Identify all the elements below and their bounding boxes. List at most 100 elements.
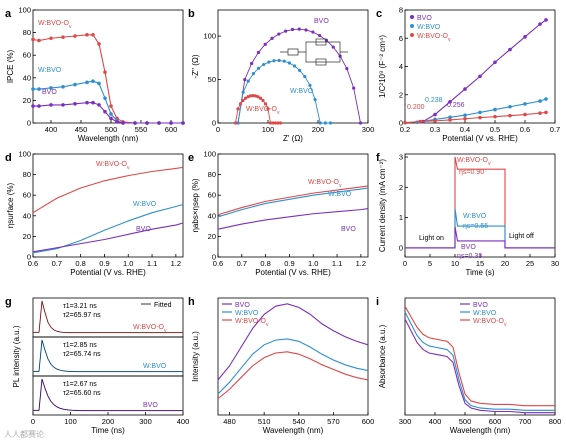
subscript-v: v [127, 165, 130, 171]
y-tick-label-f: 2 [399, 183, 403, 192]
subscript-v: v [448, 37, 451, 43]
subplot-label-wbvo: W:BVO [143, 363, 167, 370]
data-point-bvo [523, 35, 527, 39]
y-axis-label-h: Intensity (a.u.) [191, 331, 200, 382]
x-tick-label-f: 10 [451, 259, 459, 268]
x-tick-label-f: 20 [501, 259, 509, 268]
data-point-wbvov [49, 36, 53, 41]
data-point-wbvov [463, 116, 467, 121]
y-tick-label-f: 1 [399, 213, 403, 222]
legend-label-wbvo: W:BVO [473, 310, 497, 317]
panel-label-e: e [188, 152, 194, 164]
plot-frame-i [404, 297, 556, 416]
tau1-wbvov: τ1=3.21 ns [63, 303, 97, 310]
x-tick-label-b: 0 [216, 125, 220, 134]
series-label-bvo: BVO [314, 18, 329, 25]
data-point-wbvov [478, 115, 482, 120]
light-off-label: Light off [509, 233, 534, 240]
x-tick-label-c: 0.6 [520, 125, 530, 134]
data-point-wbvov [448, 118, 452, 122]
intercept-label-bvo: 0.256 [447, 102, 465, 109]
y-tick-label-a: 20 [23, 96, 31, 105]
subscript-v: v [339, 183, 342, 189]
data-point-bvo [169, 121, 173, 125]
circuit-wires [280, 41, 348, 63]
x-tick-label-a: 500 [105, 125, 118, 134]
panel-label-g: g [5, 296, 12, 308]
x-tick-label-d: 0.6 [28, 259, 38, 268]
pl-fit-bvo [33, 378, 183, 411]
x-tick-label-f: 0 [403, 259, 407, 268]
y-tick-label-f: 3 [399, 153, 403, 162]
data-point-bvo [115, 120, 119, 124]
data-point-wbvov [91, 33, 95, 37]
panel-label-c: c [376, 8, 382, 20]
pl-spectrum-wbvo [217, 338, 369, 395]
legend-marker-bvo [410, 15, 414, 19]
tau1-wbvo: τ1=2.85 ns [63, 342, 97, 349]
y-tick-label-b: 50 [208, 75, 216, 84]
y-tick-label-b: 100 [203, 32, 216, 41]
x-tick-label-h: 570 [327, 417, 340, 426]
x-tick-label-i: 600 [489, 417, 502, 426]
circuit-resistor [315, 38, 327, 46]
series-label-bvo: BVO [461, 244, 476, 251]
data-point-wbvov [61, 35, 65, 39]
plot-frame-e [217, 153, 369, 258]
y-tick-label-c: 0 [399, 119, 403, 128]
series-label-bvo: BVO [136, 226, 151, 233]
subplot-frame-wbvo [32, 336, 184, 377]
data-point-bvo [121, 121, 125, 125]
legend-marker-wbvov [410, 33, 414, 37]
data-point-wbvov [493, 114, 497, 119]
x-axis-label-a: Wavelength (nm) [78, 134, 139, 143]
legend-label-wbvov: W:BVO-Ov [473, 318, 507, 328]
x-axis-label-g: Time (ns) [91, 426, 125, 435]
x-tick-label-e: 0.7 [237, 259, 247, 268]
data-point-wbvo [544, 97, 548, 101]
panel-label-d: d [5, 152, 12, 164]
x-tick-label-g: 300 [139, 417, 152, 426]
legend-marker-wbvo [410, 24, 414, 28]
y-tick-label-a: 100 [18, 6, 31, 15]
x-tick-label-i: 500 [459, 417, 472, 426]
tau2-wbvo: τ2=65.74 ns [63, 351, 101, 358]
data-point-bvo [91, 100, 95, 105]
data-point-wbvo [97, 81, 101, 86]
x-tick-label-c: 0.2 [400, 125, 410, 134]
plot-frame-d [32, 153, 184, 258]
data-point-bvo [97, 103, 101, 107]
x-tick-label-c: 0.3 [430, 125, 440, 134]
efficiency-label-bvo: ηs=0.33 [457, 253, 482, 260]
x-axis-label-b: Z' (Ω) [283, 134, 303, 143]
x-tick-label-g: 100 [64, 417, 77, 426]
x-tick-label-f: 5 [428, 259, 432, 268]
series-line-bvo [422, 19, 547, 123]
x-tick-label-c: 0.5 [490, 125, 500, 134]
y-tick-label-a: 60 [23, 51, 31, 60]
data-point-wbvo [463, 113, 467, 118]
efficiency-label-wbvov: ηs=0.90 [459, 169, 484, 176]
data-point-wbvov [73, 34, 77, 38]
subscript-v: v [277, 110, 280, 116]
legend-label-bvo: BVO [473, 302, 488, 309]
data-point-wbvo [37, 87, 41, 91]
watermark-text: 人人都赛论 [4, 429, 44, 439]
x-tick-label-e: 0.9 [284, 259, 294, 268]
data-point-bvo [463, 87, 467, 91]
data-point-wbvo [493, 107, 497, 112]
data-point-wbvov [523, 112, 527, 117]
data-point-wbvov [508, 113, 512, 118]
y-axis-label-e: ηabs×ηsep (%) [191, 178, 200, 232]
series-label-wbvov: W:BVO-Ov [308, 179, 342, 189]
x-tick-label-d: 0.8 [75, 259, 85, 268]
y-tick-label-d: 80 [23, 170, 31, 179]
legend-label-wbvo: W:BVO [417, 24, 441, 31]
series-label-bvo: BVO [42, 89, 57, 96]
data-point-bvo [133, 121, 137, 125]
x-tick-label-e: 1.0 [308, 259, 318, 268]
absorbance-wbvov [404, 305, 555, 407]
tau2-bvo: τ2=65.60 ns [63, 390, 101, 397]
data-point-wbvo [508, 104, 512, 109]
pl-spectrum-wbvov [217, 351, 369, 400]
